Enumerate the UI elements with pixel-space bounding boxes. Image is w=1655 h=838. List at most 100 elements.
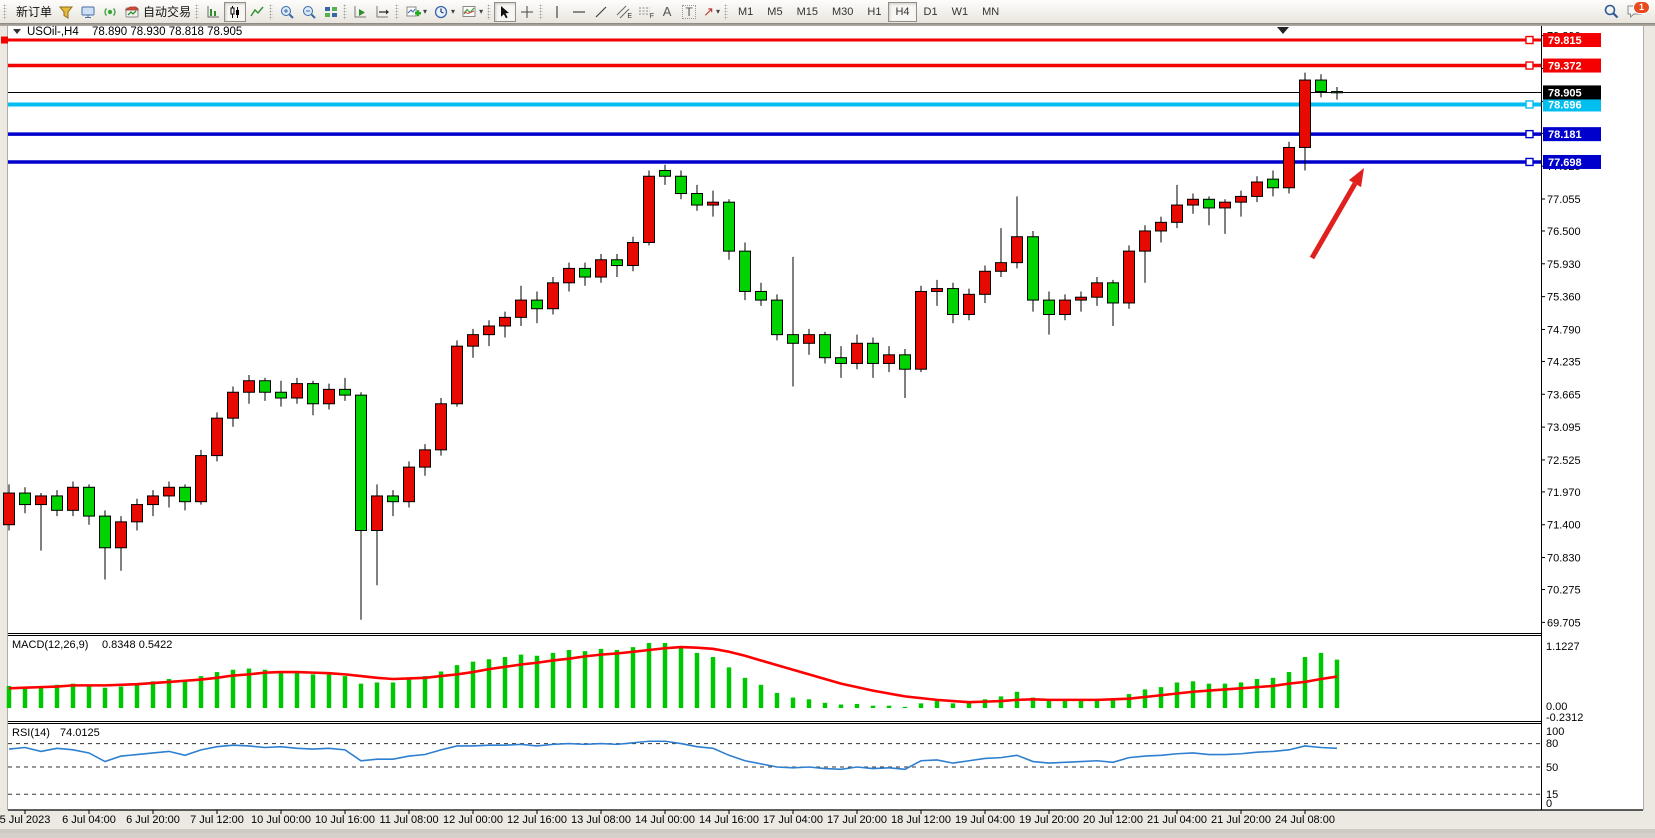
zoom-group <box>268 0 342 24</box>
templates-dropdown-caret[interactable]: ▾ <box>479 7 484 16</box>
svg-text:6 Jul 20:00: 6 Jul 20:00 <box>126 814 180 826</box>
toolbar-grip[interactable] <box>395 3 400 20</box>
rsi-value: 74.0125 <box>60 727 100 739</box>
svg-text:18 Jul 12:00: 18 Jul 12:00 <box>891 814 951 826</box>
line-chart-button[interactable] <box>246 2 268 22</box>
svg-text:12 Jul 16:00: 12 Jul 16:00 <box>507 814 567 826</box>
toolbar-grip[interactable] <box>487 3 492 20</box>
signals-button[interactable] <box>99 2 121 22</box>
gold-funnel-icon <box>58 6 74 19</box>
rsi-scale-0: 0 <box>1546 798 1552 810</box>
rsi-panel-header: RSI(14) 74.0125 100 80 50 15 0 <box>12 726 1564 810</box>
toolbar-grip[interactable] <box>724 3 728 20</box>
objects-group: E F A T ↗ ▾ <box>538 0 723 24</box>
indicators-icon <box>406 6 422 16</box>
periods-dropdown-caret[interactable]: ▾ <box>451 7 456 16</box>
svg-text:10 Jul 16:00: 10 Jul 16:00 <box>315 814 375 826</box>
zoom-in-icon <box>281 5 294 19</box>
autotrading-label: 自动交易 <box>143 5 192 19</box>
autotrading-button[interactable]: 自动交易 <box>121 2 194 22</box>
trend-arrow-annotation[interactable] <box>1309 168 1364 260</box>
notifications-button[interactable]: 1 <box>1623 0 1650 22</box>
timeframe-h4-button[interactable]: H4 <box>888 1 917 22</box>
macd-panel-header: MACD(12,26,9) 0.8348 0.5422 1.1227 0.00 … <box>12 639 1583 724</box>
indicators-dropdown-caret[interactable]: ▾ <box>423 7 428 16</box>
indicators-button[interactable]: ▾ <box>402 2 430 22</box>
time-axis: 5 Jul 2023 6 Jul 04:00 6 Jul 20:00 7 Jul 12… <box>0 810 1335 826</box>
svg-text:5 Jul 2023: 5 Jul 2023 <box>0 814 50 826</box>
channel-sub-label: E <box>627 12 633 20</box>
svg-text:19 Jul 04:00: 19 Jul 04:00 <box>955 814 1015 826</box>
horizontal-line-button[interactable] <box>568 2 590 22</box>
depth-of-market-button[interactable] <box>55 2 77 22</box>
zoom-in-button[interactable] <box>276 2 298 22</box>
svg-text:24 Jul 08:00: 24 Jul 08:00 <box>1275 814 1335 826</box>
timeframe-mn-button[interactable]: MN <box>975 2 1006 22</box>
toolbar-grip[interactable] <box>3 3 7 20</box>
text-tool-icon: A <box>662 4 672 19</box>
insert-group: ▾ ▾ ▾ <box>394 0 486 24</box>
zoom-out-icon <box>303 5 316 19</box>
arrows-button[interactable]: ↗ ▾ <box>700 2 723 22</box>
candlestick-chart-button[interactable] <box>224 1 247 22</box>
timeframe-m5-button[interactable]: M5 <box>760 2 789 22</box>
cursor-icon <box>501 5 510 18</box>
svg-text:21 Jul 04:00: 21 Jul 04:00 <box>1147 814 1207 826</box>
text-tool-button[interactable]: A <box>656 2 678 22</box>
svg-text:78.696: 78.696 <box>1548 99 1582 111</box>
cursor-group <box>486 0 538 24</box>
timeframe-m15-button[interactable]: M15 <box>790 2 825 22</box>
svg-text:77.055: 77.055 <box>1547 194 1581 206</box>
candlestick-icon <box>230 5 240 18</box>
fibonacci-button[interactable]: F <box>634 2 656 22</box>
horizontal-line-icon <box>573 10 586 13</box>
svg-text:19 Jul 20:00: 19 Jul 20:00 <box>1019 814 1079 826</box>
timeframe-d1-button[interactable]: D1 <box>917 2 945 22</box>
svg-text:75.930: 75.930 <box>1547 259 1581 271</box>
notification-badge[interactable]: 1 <box>1633 0 1650 14</box>
timeframe-w1-button[interactable]: W1 <box>945 2 976 22</box>
scroll-group <box>342 0 394 24</box>
svg-text:11 Jul 08:00: 11 Jul 08:00 <box>379 814 438 826</box>
monitor-icon <box>81 6 95 18</box>
market-watch-button[interactable] <box>77 2 99 22</box>
toolbar-grip[interactable] <box>343 3 348 20</box>
zoom-out-button[interactable] <box>298 2 320 22</box>
panel-separators[interactable] <box>8 26 1643 811</box>
search-button[interactable] <box>1600 2 1623 22</box>
timeframe-m1-button[interactable]: M1 <box>731 2 760 22</box>
svg-text:78.181: 78.181 <box>1548 129 1582 141</box>
arrows-dropdown-caret[interactable]: ▾ <box>715 7 720 16</box>
svg-text:72.525: 72.525 <box>1547 455 1581 467</box>
chart-title-dropdown-icon[interactable] <box>13 29 21 34</box>
toolbar-grip[interactable] <box>539 3 544 20</box>
cursor-button[interactable] <box>494 1 517 22</box>
timeframe-h1-button[interactable]: H1 <box>860 2 888 22</box>
new-order-button[interactable]: 新订单 <box>10 2 55 22</box>
toolbar-grip[interactable] <box>269 3 274 20</box>
rsi-scale-50: 50 <box>1546 762 1558 774</box>
auto-scroll-button[interactable] <box>350 2 372 22</box>
vertical-line-button[interactable] <box>546 2 568 22</box>
periods-button[interactable]: ▾ <box>430 2 458 22</box>
tile-windows-button[interactable] <box>320 2 342 22</box>
crosshair-button[interactable] <box>516 2 538 22</box>
macd-scale-max: 1.1227 <box>1546 641 1580 653</box>
equidistant-channel-button[interactable]: E <box>612 2 634 22</box>
text-label-button[interactable]: T <box>678 2 700 22</box>
svg-text:79.815: 79.815 <box>1548 35 1582 47</box>
bar-chart-button[interactable] <box>202 2 224 22</box>
text-label-icon: T <box>682 4 696 19</box>
rsi-scale-100: 100 <box>1546 726 1564 738</box>
chart-shift-marker[interactable] <box>1277 27 1289 34</box>
templates-button[interactable]: ▾ <box>458 2 486 22</box>
toolbar-grip[interactable] <box>195 3 200 20</box>
timeframe-m30-button[interactable]: M30 <box>825 2 860 22</box>
svg-text:12 Jul 00:00: 12 Jul 00:00 <box>443 814 503 826</box>
trendline-button[interactable] <box>590 2 612 22</box>
chart-shift-button[interactable] <box>372 2 394 22</box>
ohlc-values: 78.890 78.930 78.818 78.905 <box>92 26 242 38</box>
svg-text:7 Jul 12:00: 7 Jul 12:00 <box>190 814 244 826</box>
